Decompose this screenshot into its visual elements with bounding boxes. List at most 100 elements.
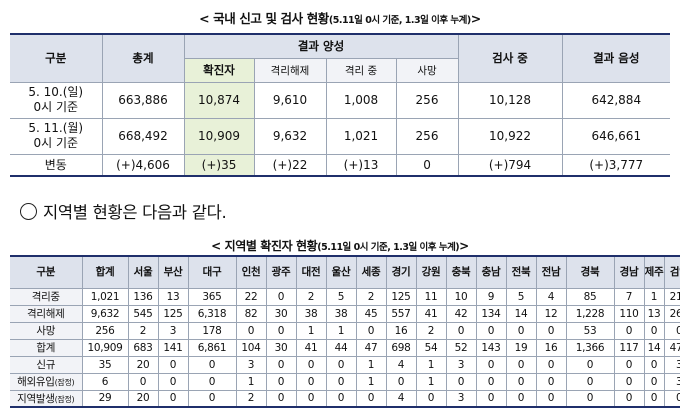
- table-cell: 5: [325, 287, 357, 306]
- table-cell: 13: [643, 304, 665, 323]
- table-cell: 0: [475, 321, 507, 340]
- table-cell: 134: [475, 304, 507, 323]
- header-region: 광주: [265, 255, 297, 289]
- table-cell: 52: [445, 338, 477, 357]
- table-cell: 0: [613, 372, 645, 391]
- table-cell: 85: [565, 287, 615, 306]
- row-label: 5. 11.(월) 0시 기준: [10, 117, 103, 155]
- circle-bullet-icon: [20, 203, 37, 220]
- row-label-text: 해외유입: [17, 376, 55, 388]
- cell-testing: 10,922: [457, 117, 563, 155]
- table-cell: 365: [187, 287, 237, 306]
- header-region: 강원: [415, 255, 447, 289]
- table-cell: 14: [505, 304, 537, 323]
- table-cell: 3: [235, 355, 267, 374]
- table-cell: 3: [663, 372, 680, 391]
- table-cell: 545: [127, 304, 159, 323]
- table-row: 지역발생(잠정)292000200004030000000: [10, 389, 680, 408]
- header-region: 전북: [505, 255, 537, 289]
- table-cell: 9,632: [81, 304, 129, 323]
- header-region: 전남: [535, 255, 567, 289]
- table-cell: 6,318: [187, 304, 237, 323]
- table-cell: 2: [355, 287, 387, 306]
- row-label-text: 격리해제: [27, 308, 65, 320]
- table-cell: 143: [475, 338, 507, 357]
- row-label: 격리해제: [10, 304, 83, 323]
- table-cell: 44: [325, 338, 357, 357]
- table-cell: 219: [663, 287, 680, 306]
- table-cell: 30: [265, 304, 297, 323]
- table-cell: 256: [81, 321, 129, 340]
- table-cell: 0: [643, 355, 665, 374]
- table-cell: 0: [295, 372, 327, 391]
- cell-total: (+)4,606: [101, 153, 185, 177]
- caption-end: >: [459, 239, 469, 253]
- caption-end: >: [470, 11, 481, 26]
- row-label: 변동: [10, 153, 103, 177]
- table-cell: 136: [127, 287, 159, 306]
- row-label-text: 격리중: [31, 291, 60, 303]
- header-region: 울산: [325, 255, 357, 289]
- cell-released: (+)22: [253, 153, 327, 177]
- table-cell: 0: [613, 355, 645, 374]
- header-region: 검역: [663, 255, 680, 289]
- table-cell: 0: [535, 355, 567, 374]
- table-cell: 0: [265, 355, 297, 374]
- table-cell: 2: [235, 389, 267, 408]
- table-cell: 0: [663, 389, 680, 408]
- table-cell: 10: [445, 287, 477, 306]
- table-cell: 260: [663, 304, 680, 323]
- table-cell: 0: [157, 389, 189, 408]
- row-label-note: (잠정): [54, 394, 75, 404]
- cell-isolated: 1,021: [325, 117, 397, 155]
- bottom-table-caption: < 지역별 확진자 현황(5.11일 0시 기준, 1.3일 이후 누계)>: [0, 237, 680, 254]
- cell-total: 663,886: [101, 81, 185, 119]
- table-cell: 0: [643, 372, 665, 391]
- cell-isolated: 1,008: [325, 81, 397, 119]
- header-region: 대구: [187, 255, 237, 289]
- table-cell: 0: [265, 287, 297, 306]
- table-cell: 1,366: [565, 338, 615, 357]
- table-cell: 0: [265, 372, 297, 391]
- header-region: 합계: [81, 255, 129, 289]
- header-total: 총계: [101, 33, 185, 83]
- table-cell: 1,228: [565, 304, 615, 323]
- header-result-positive: 결과 양성: [183, 33, 459, 59]
- table-cell: 0: [265, 321, 297, 340]
- table-cell: 0: [295, 389, 327, 408]
- table-cell: 3: [663, 355, 680, 374]
- caption-title: < 지역별 확진자 현황: [211, 239, 318, 253]
- table-cell: 0: [187, 355, 237, 374]
- table-cell: 557: [385, 304, 417, 323]
- top-table-caption: < 국내 신고 및 검사 현황(5.11일 0시 기준, 1.3일 이후 누계)…: [0, 8, 680, 27]
- table-row: 해외유입(잠정)6000100010100000003: [10, 372, 680, 391]
- header-isolated: 격리 중: [325, 57, 397, 83]
- table-cell: 0: [187, 389, 237, 408]
- header-region: 인천: [235, 255, 267, 289]
- table-cell: 35: [81, 355, 129, 374]
- table-cell: 45: [355, 304, 387, 323]
- table-row: 격리해제 9,632 545 125 6,318 82 30 38 38 45 557 41 42 134…: [10, 304, 680, 323]
- table-row: 5. 10.(일) 0시 기준 663,886 10,874 9,610 1,00…: [10, 81, 671, 119]
- header-negative: 결과 음성: [561, 33, 671, 83]
- cell-released: 9,632: [253, 117, 327, 155]
- table-cell: 41: [295, 338, 327, 357]
- table-cell: 104: [235, 338, 267, 357]
- row-label-text: 지역발생: [17, 392, 55, 405]
- table-cell: 53: [565, 321, 615, 340]
- table-cell: 4: [535, 287, 567, 306]
- header-region: 부산: [157, 255, 189, 289]
- table-cell: 0: [445, 372, 477, 391]
- cell-death: 256: [395, 81, 459, 119]
- regional-status-heading: 지역별 현황은 다음과 같다.: [20, 199, 227, 223]
- header-group: 구분: [10, 255, 83, 289]
- table-cell: 1: [355, 372, 387, 391]
- table-cell: 0: [187, 372, 237, 391]
- table-cell: 29: [81, 389, 129, 408]
- row-label: 신규: [10, 355, 83, 374]
- header-death: 사망: [395, 57, 459, 83]
- table-cell: 2: [295, 287, 327, 306]
- table-cell: 41: [415, 304, 447, 323]
- table-cell: 20: [127, 355, 159, 374]
- table-cell: 0: [643, 389, 665, 408]
